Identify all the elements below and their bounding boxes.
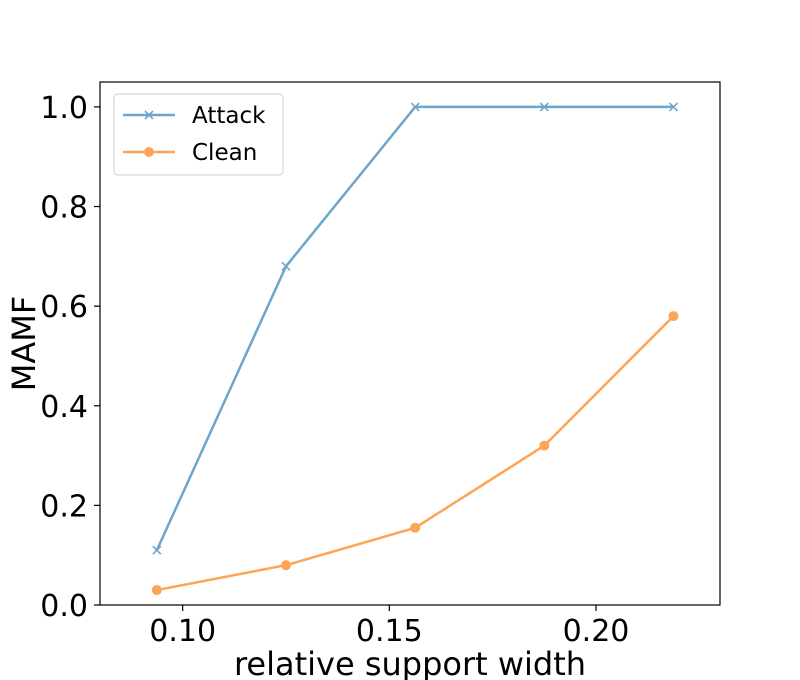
data-point-attack — [668, 102, 679, 112]
series-clean — [151, 311, 679, 596]
x-tick-label: 0.15 — [356, 614, 423, 649]
legend: Attack Clean — [113, 93, 284, 176]
data-point-attack — [281, 261, 291, 271]
x-tick-label: 0.20 — [563, 614, 630, 649]
legend-marker — [144, 147, 154, 157]
series-attack — [152, 102, 679, 555]
y-tick-label: 0.4 — [40, 390, 88, 425]
x-axis-label: relative support width — [234, 645, 586, 680]
x-tick-label: 0.10 — [149, 614, 216, 649]
legend-items: Attack Clean — [123, 103, 266, 166]
y-axis-label: MAMF — [5, 296, 43, 392]
legend-label: Clean — [192, 140, 257, 166]
data-point-attack — [152, 545, 162, 555]
data-point-clean — [410, 522, 421, 533]
y-tick-label: 1.0 — [40, 91, 88, 126]
data-point-attack — [539, 102, 549, 112]
data-point-clean — [151, 585, 162, 596]
data-point-attack — [410, 102, 420, 112]
y-tick-label: 0.6 — [40, 290, 88, 325]
plot-area-frame — [99, 81, 721, 606]
data-point-clean — [281, 560, 291, 571]
series-layer — [151, 102, 679, 596]
legend-entry-clean: Clean — [123, 140, 257, 166]
series-line-clean — [156, 315, 675, 592]
y-tick-label: 0.0 — [40, 589, 88, 624]
data-point-clean — [668, 311, 679, 322]
legend-marker — [144, 110, 154, 120]
legend-entry-attack: Attack — [123, 103, 266, 129]
data-point-clean — [539, 440, 550, 451]
legend-label: Attack — [192, 103, 266, 129]
y-tick-label: 0.8 — [40, 191, 88, 226]
y-tick-label: 0.2 — [40, 489, 88, 524]
axis-ticks: 0.10 0.15 0.20 0.0 0.2 0.4 0.6 0.8 1.0 — [40, 91, 629, 649]
